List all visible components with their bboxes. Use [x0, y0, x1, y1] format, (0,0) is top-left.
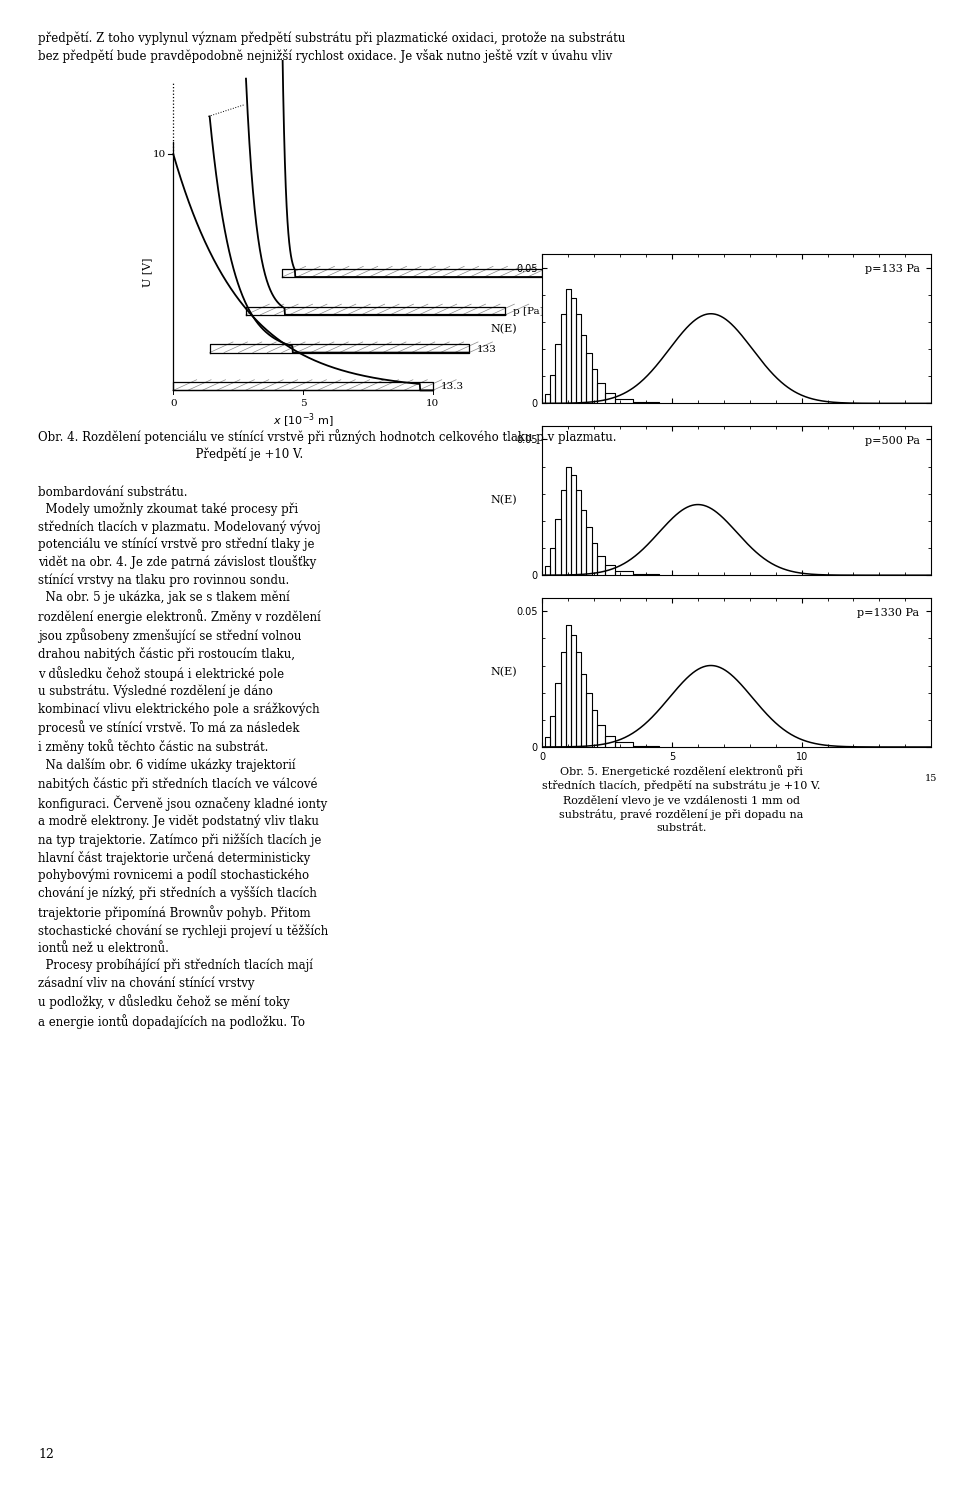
Text: p=500 Pa: p=500 Pa — [865, 436, 920, 447]
Text: Obr. 4. Rozdělení potenciálu ve stínící vrstvě při různých hodnotch celkového tl: Obr. 4. Rozdělení potenciálu ve stínící … — [38, 429, 617, 462]
Text: U [V]: U [V] — [142, 257, 153, 287]
Text: 133: 133 — [477, 345, 496, 354]
Text: předpětí. Z toho vyplynul význam předpětí substrátu při plazmatické oxidaci, pro: předpětí. Z toho vyplynul význam předpět… — [38, 31, 626, 63]
Text: p [Pa]: p [Pa] — [514, 306, 544, 315]
Text: 10: 10 — [426, 399, 440, 408]
Text: $x\ [10^{-3}\ \mathrm{m}]$: $x\ [10^{-3}\ \mathrm{m}]$ — [273, 412, 333, 430]
Text: N(E): N(E) — [491, 668, 516, 677]
Text: bombardování substrátu.
  Modely umožnly zkoumat také procesy při
středních tlac: bombardování substrátu. Modely umožnly z… — [38, 486, 328, 1028]
Text: N(E): N(E) — [491, 324, 516, 333]
Text: 13.3: 13.3 — [441, 382, 464, 391]
Text: 5: 5 — [300, 399, 306, 408]
Text: p=133 Pa: p=133 Pa — [865, 264, 920, 275]
Text: 12: 12 — [38, 1448, 55, 1461]
Text: N(E): N(E) — [491, 496, 516, 505]
Text: 15: 15 — [925, 774, 937, 783]
Text: 10: 10 — [153, 149, 165, 158]
Text: p=1330 Pa: p=1330 Pa — [857, 608, 920, 619]
Text: Obr. 5. Energetické rozdělení elektronů při
středních tlacích, předpětí na subst: Obr. 5. Energetické rozdělení elektronů … — [542, 765, 821, 834]
Text: 1330: 1330 — [549, 269, 576, 278]
Text: 0: 0 — [170, 399, 177, 408]
